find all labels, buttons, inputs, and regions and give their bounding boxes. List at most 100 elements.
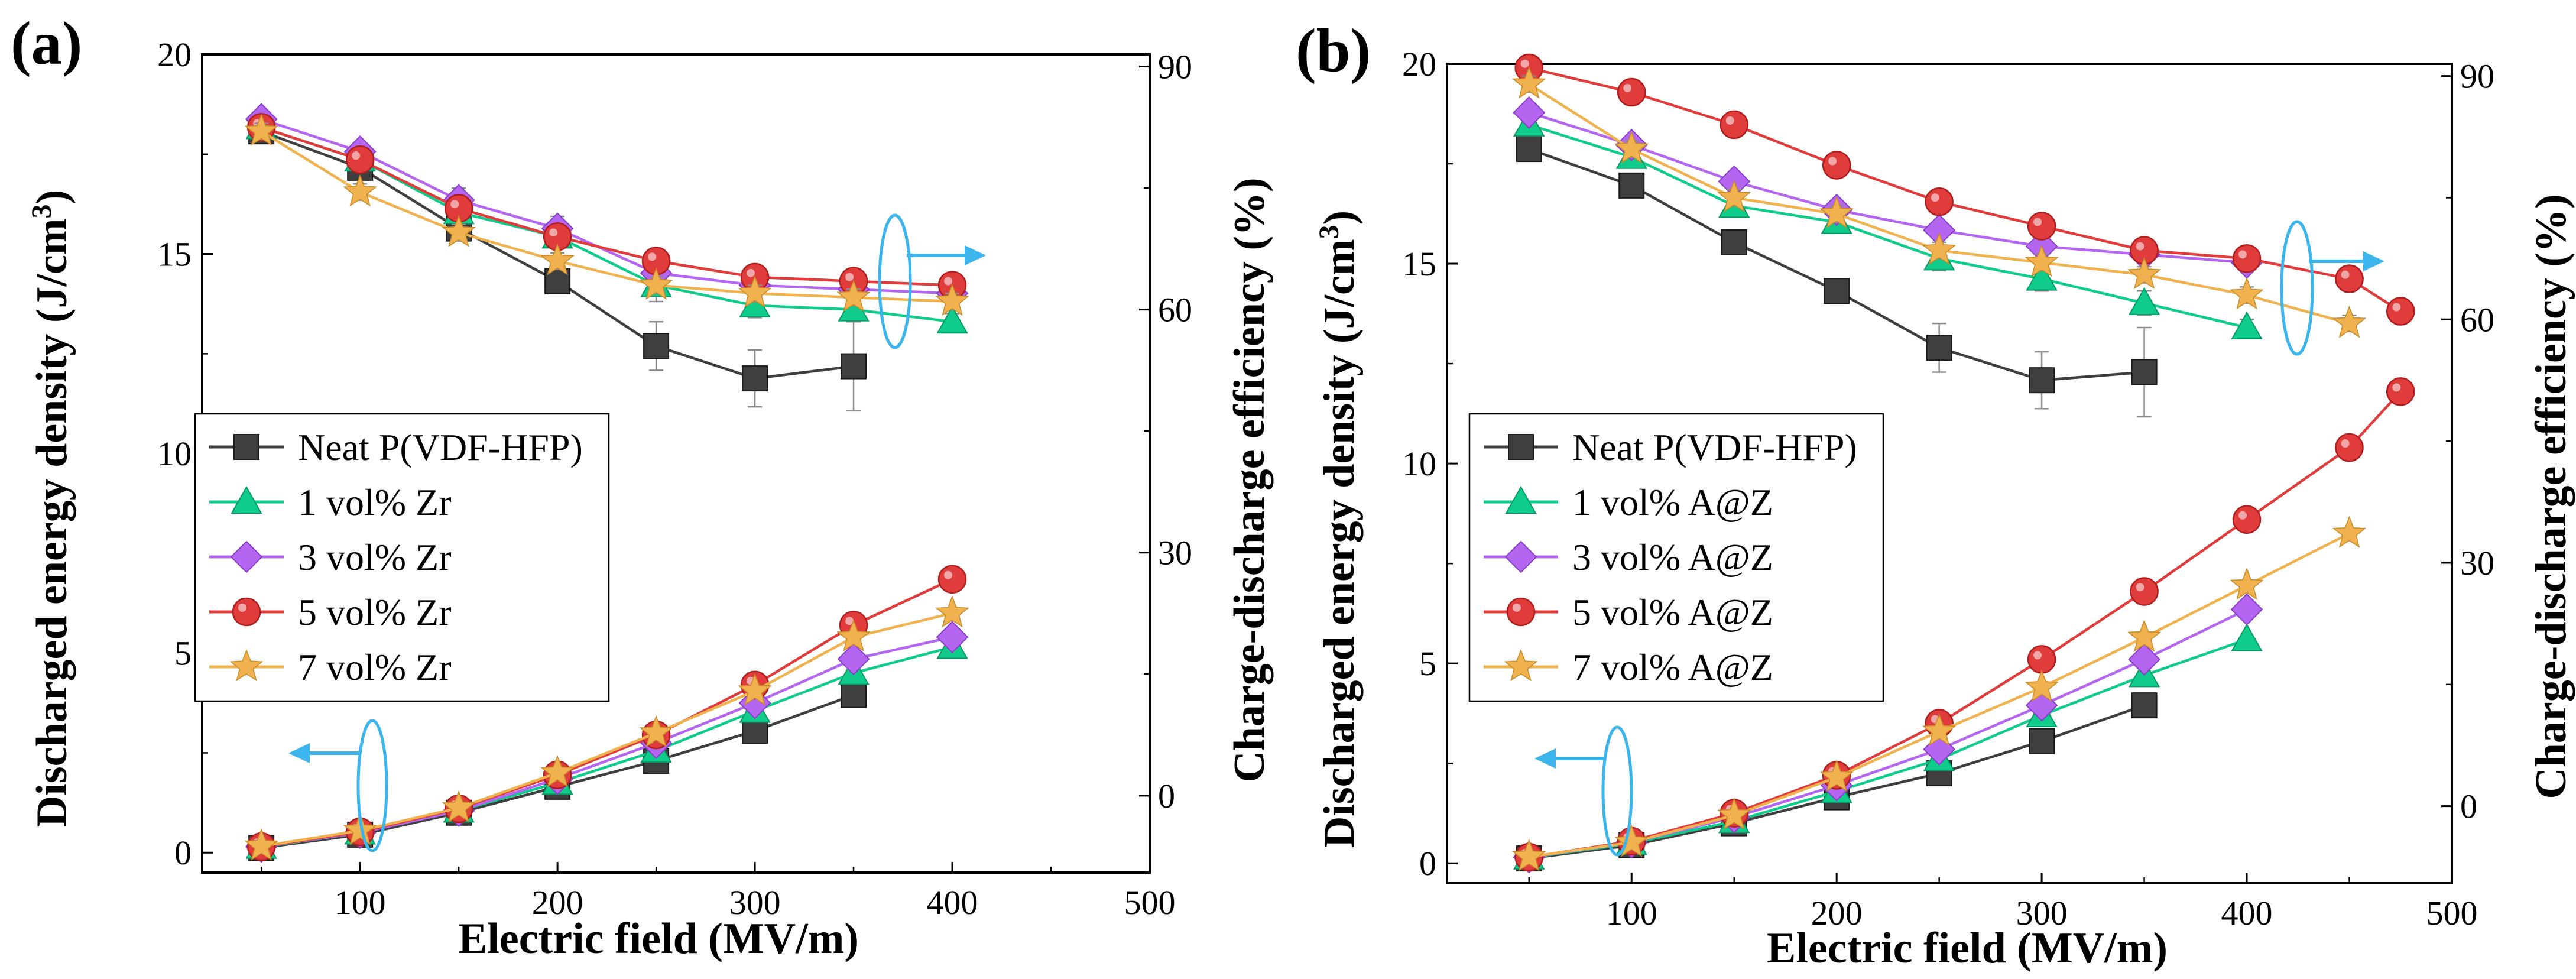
panel-b-series-4 [1512,66,2367,871]
panel-b-series-3-efficiency-point-3-highlight [1828,157,1837,166]
panel-a-series-4-energy-point-0 [244,828,278,861]
panel-b-series-3-energy-point-5 [2027,645,2056,674]
panel-a-series-3-efficiency-point-5-highlight [747,268,755,277]
panel-b-xtick-label-3: 400 [2221,894,2273,932]
panel-b-legend-label-3: 5 vol% A@Z [1572,591,1773,633]
panel-b-y2tick-label-0: 0 [2460,787,2477,826]
panel-a-series-3-efficiency-point-4 [641,247,671,275]
panel-b-series-4-efficiency-point-7 [2230,277,2264,310]
panel-b-legend-entry-4: 7 vol% A@Z [1484,646,1773,688]
panel-b-series-4-efficiency-point-0 [1512,66,1546,99]
panel-a-series-4-energy-point-4 [639,715,673,748]
panel-b-series-4-efficiency-point-3 [1819,196,1854,229]
panel-a-xtick-label-2: 300 [729,883,781,922]
panel-a-legend-entry-0: Neat P(VDF-HFP) [209,426,583,468]
panel-a-right-axis-arrow-head [965,245,986,265]
panel-a-series-1-efficiency-point-7 [936,306,968,334]
panel-a-series-3-efficiency-line [261,126,953,287]
panel-b-legend-marker-3-disc [1506,597,1536,627]
panel-a-series-3-efficiency-point-4-highlight [648,252,657,261]
panel-a-series-0-efficiency-point-5 [742,365,768,392]
panel-a-series-4-efficiency-point-2 [442,215,476,247]
panel-a-y2tick-label-0: 0 [1158,777,1175,815]
panel-b-series-3-efficiency-point-2-disc [1720,110,1748,140]
panel-b-series-3-efficiency-point-8-disc [2335,264,2364,293]
panel-b-ytick-label-0: 0 [1419,844,1436,883]
panel-b-series-3-efficiency-point-8 [2335,264,2364,293]
panel-b-ytick-label-4: 20 [1402,45,1436,83]
panel-a-legend-label-2: 3 vol% Zr [298,536,452,578]
panel-b-series-3-efficiency-point-3 [1822,151,1851,180]
panel-a-legend: Neat P(VDF-HFP) 1 vol% Zr 3 vol% Zr 5 vol% … [194,413,610,702]
panel-b-series-4-efficiency-point-6 [2127,257,2162,290]
panel-a-series-4-energy-point-1 [343,813,377,845]
panel-b-series-3-energy-point-5-highlight [2033,651,2042,660]
panel-b-series-3-efficiency-point-5-highlight [2033,218,2042,226]
panel-b-series-0-energy-point-6 [2131,692,2158,719]
panel-b-legend-label-2: 3 vol% A@Z [1572,536,1773,578]
panel-b-series-3-efficiency-point-7 [2232,244,2262,273]
panel-b-series-1-efficiency-line [1529,123,2247,329]
panel-a-series-3-efficiency-point-6-highlight [845,273,854,281]
panel-b-series-3-efficiency-point-0-highlight [1520,59,1529,68]
panel-b-series-2-energy-point-7 [2230,593,2263,626]
panel-b-series-3-efficiency-point-5-disc [2027,212,2056,241]
panel-b-legend: Neat P(VDF-HFP) 1 vol% A@Z 3 vol% A@Z 5 vol… [1468,413,1884,702]
panel-b-legend-marker-1 [1505,485,1537,514]
panel-b-series-0-efficiency-point-4 [1926,335,1952,361]
panel-a-legend-marker-3-disc [232,597,261,627]
panel-b-series-0-efficiency-point-1 [1618,172,1645,199]
panel-b-legend-label-4: 7 vol% A@Z [1572,646,1773,688]
panel-a-series-2-efficiency-line [261,118,953,295]
panel-a-legend-label-4: 7 vol% Zr [298,646,452,688]
panel-b-ytick-label-3: 15 [1402,245,1436,283]
panel-b-series-3-efficiency-point-6-highlight [2136,242,2144,251]
panel-b-series-3-energy-point-8-highlight [2341,439,2350,448]
panel-b-legend-marker-3-highlight [1513,604,1521,612]
panel-b-ytick-label-2: 10 [1402,445,1436,483]
panel-a-series-3-efficiency-point-2-highlight [450,200,459,209]
panel-b-series-3-energy-point-9-highlight [2392,383,2401,392]
panel-b-series-3-energy-point-5-disc [2027,645,2056,674]
panel-b-xtick-label-2: 300 [2016,894,2068,932]
panel-a-series-3-energy-point-7-highlight [944,570,953,579]
panel-a-y2tick-label-3: 90 [1158,48,1192,86]
panel-b-legend-entry-1: 1 vol% A@Z [1484,481,1773,523]
panel-a-legend-entry-3: 5 vol% Zr [209,591,452,633]
panel-a-series-4-efficiency-point-0 [244,114,278,146]
panel-a-series-3-energy-point-7 [937,565,967,594]
panel-a-series-4-efficiency-point-5 [738,275,772,308]
panel-a-xtick-label-1: 200 [532,883,583,922]
panel-a-xtick-label-0: 100 [335,883,386,922]
panel-a-series-4-efficiency-point-4 [639,267,673,300]
panel-a-xtick-label-4: 500 [1124,883,1176,922]
panel-a-series-4-energy-line [261,612,953,848]
panel-b-series-4-efficiency-point-1 [1614,131,1649,164]
panel-b-series-1-efficiency-point-5 [2026,262,2058,291]
panel-a-legend-marker-2 [230,540,263,573]
panel-b-series-3-efficiency-point-9-highlight [2392,303,2401,312]
panel-b-series-4-energy-point-1 [1614,824,1649,857]
panel-a-series-0-efficiency-point-6 [841,353,867,380]
panel-a-legend-marker-0 [233,434,259,460]
panel-b-series-4-energy-point-5 [2025,669,2059,702]
panel-b-legend-label-1: 1 vol% A@Z [1572,481,1773,523]
panel-a-xtick-label-3: 400 [927,883,978,922]
panel-a-legend-entry-2: 3 vol% Zr [209,536,452,578]
panel-a-series-4-energy-point-6 [836,619,871,651]
panel-b-series-2-efficiency-point-0 [1513,96,1546,129]
panel-a-x-axis-title: Electric field (MV/m) [458,915,859,963]
panel-a-legend-marker-1 [231,485,262,514]
panel-b-series-3 [1514,53,2415,872]
panel-b-series-3-energy-point-7-highlight [2238,511,2247,520]
panel-b-series-4-energy-point-2 [1717,798,1751,830]
panel-b-series-2-efficiency-line [1529,111,2247,264]
panel-b-right-axis-ellipse [2280,220,2314,356]
panel-b-series-3-efficiency-point-7-disc [2232,244,2262,273]
panel-a-y2tick-label-1: 30 [1158,534,1192,572]
panel-b-ytick-label-1: 5 [1419,644,1436,683]
panel-b-series-4-efficiency-point-2 [1717,180,1751,212]
panel-a-left-axis-arrow-head [288,743,310,763]
